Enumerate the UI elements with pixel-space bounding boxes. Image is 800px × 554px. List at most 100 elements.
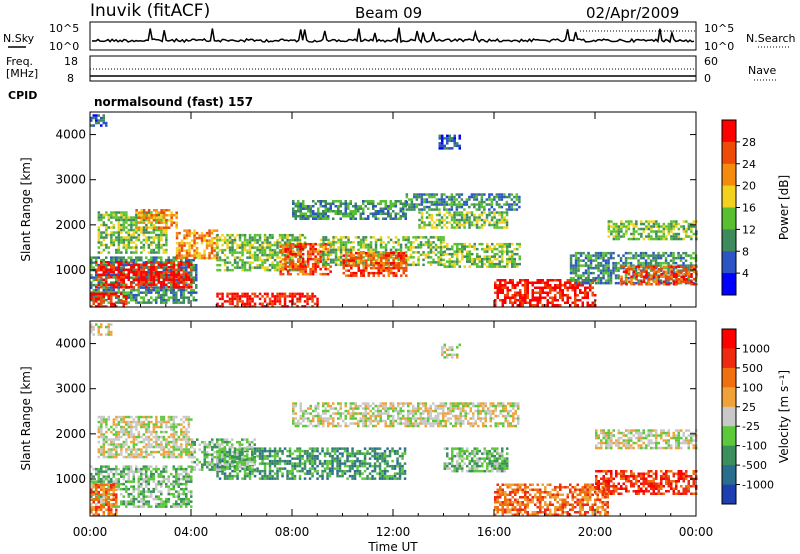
power-cell <box>266 243 269 247</box>
power-cell <box>236 263 239 267</box>
velocity-cell <box>130 448 133 451</box>
power-cell <box>372 207 375 210</box>
velocity-cell <box>112 433 116 436</box>
power-cell <box>223 241 227 244</box>
power-cell <box>521 296 524 299</box>
power-cell <box>319 245 322 248</box>
power-cell <box>414 246 418 249</box>
power-cell <box>357 248 360 252</box>
power-cell <box>218 292 222 296</box>
power-cell <box>604 281 608 285</box>
velocity-cell <box>117 453 121 456</box>
power-cell <box>137 288 140 292</box>
power-cell <box>337 258 340 262</box>
power-cell <box>192 281 195 284</box>
power-cell <box>632 270 636 273</box>
power-cell <box>97 218 101 222</box>
power-cell <box>610 225 613 228</box>
power-cell <box>654 256 658 260</box>
power-cell <box>384 200 387 203</box>
power-region <box>292 200 407 220</box>
power-cell <box>248 246 252 249</box>
power-cell <box>684 264 688 267</box>
power-cell <box>298 241 302 244</box>
power-cell <box>281 233 284 237</box>
station-title: Inuvik (fitACF) <box>90 1 210 21</box>
power-cell <box>261 302 264 306</box>
power-cell <box>97 251 101 254</box>
power-cell <box>140 218 143 222</box>
power-cell <box>576 281 579 284</box>
power-cell <box>577 256 580 260</box>
power-cell <box>152 214 156 217</box>
power-cell <box>357 205 360 208</box>
power-cell <box>442 241 445 244</box>
power-cell <box>140 278 143 281</box>
power-cell <box>339 253 343 257</box>
power-cell <box>117 233 121 237</box>
power-cell <box>551 296 554 299</box>
power-cell <box>296 250 300 253</box>
power-cell <box>405 195 409 199</box>
power-cell <box>375 254 378 257</box>
power-cell <box>97 236 101 239</box>
power-cell <box>90 297 93 301</box>
power-cell <box>440 195 444 199</box>
power-cell <box>399 215 402 218</box>
velocity-cell <box>97 448 101 451</box>
power-cell <box>627 256 630 260</box>
power-cell <box>514 301 517 304</box>
power-cell <box>216 295 219 298</box>
power-cell <box>208 256 211 260</box>
power-cell <box>546 304 549 307</box>
power-cell <box>107 297 110 301</box>
power-cell <box>316 265 320 268</box>
power-cell <box>357 264 360 267</box>
power-cell <box>516 281 519 284</box>
power-cell <box>586 291 589 294</box>
power-cell <box>261 263 264 267</box>
power-cell <box>286 272 290 276</box>
velocity-cell <box>102 418 106 421</box>
power-cell <box>167 256 170 259</box>
velocity-cell <box>147 430 151 434</box>
power-cell <box>180 241 184 245</box>
power-cell <box>314 217 317 220</box>
power-cell <box>645 235 648 238</box>
power-cell <box>137 238 141 242</box>
power-cell <box>569 254 573 257</box>
power-cell <box>117 295 120 298</box>
power-cell <box>494 301 497 304</box>
power-cell <box>279 272 282 276</box>
velocity-region <box>97 415 193 459</box>
power-cell <box>657 270 661 273</box>
power-cell <box>594 256 598 260</box>
velocity-cell <box>117 443 121 446</box>
power-cell <box>637 227 641 231</box>
power-cell <box>115 276 118 279</box>
power-cell <box>301 233 304 237</box>
power-cell <box>405 274 408 277</box>
power-cell <box>468 257 471 261</box>
power-cell <box>362 261 365 264</box>
power-cell <box>429 241 433 244</box>
power-cell <box>456 257 459 261</box>
power-cell <box>182 261 185 264</box>
power-cell <box>647 237 651 241</box>
power-cell <box>97 283 100 286</box>
power-cell <box>311 272 315 276</box>
power-cell <box>203 249 206 252</box>
power-cell <box>645 227 648 231</box>
power-cell <box>112 293 115 297</box>
power-cell <box>478 226 481 229</box>
power-cell <box>152 226 156 229</box>
power-cell <box>344 205 347 208</box>
power-cell <box>438 137 441 140</box>
power-cell <box>112 238 116 242</box>
power-cell <box>453 252 456 256</box>
power-cell <box>438 200 441 204</box>
power-cell <box>248 238 252 242</box>
power-cell <box>337 207 340 210</box>
power-cell <box>546 299 549 302</box>
power-cell <box>456 250 459 253</box>
